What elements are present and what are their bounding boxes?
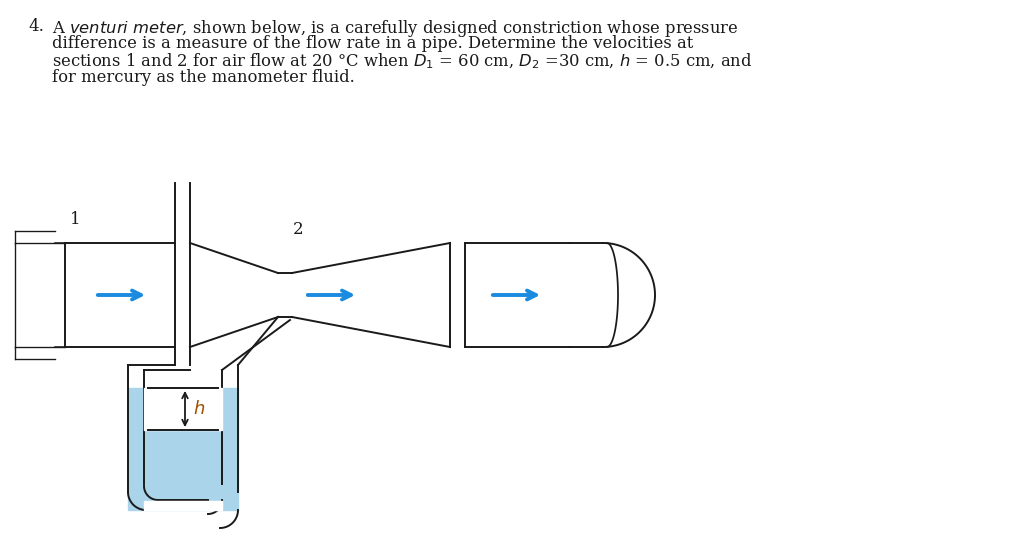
- Polygon shape: [144, 388, 222, 430]
- Text: 2: 2: [293, 221, 304, 238]
- Text: 1: 1: [70, 211, 81, 228]
- Text: sections 1 and 2 for air flow at 20 °C when $D_1$ = 60 cm, $D_2$ =30 cm, $h$ = 0: sections 1 and 2 for air flow at 20 °C w…: [52, 52, 753, 71]
- Text: difference is a measure of the flow rate in a pipe. Determine the velocities at: difference is a measure of the flow rate…: [52, 35, 693, 52]
- Text: 4.: 4.: [28, 18, 44, 35]
- Text: for mercury as the manometer fluid.: for mercury as the manometer fluid.: [52, 69, 354, 86]
- Polygon shape: [144, 501, 222, 510]
- Text: $\it{h}$: $\it{h}$: [193, 400, 205, 418]
- Text: A $\it{venturi\ meter}$, shown below, is a carefully designed constriction whose: A $\it{venturi\ meter}$, shown below, is…: [52, 18, 738, 39]
- Polygon shape: [128, 388, 238, 510]
